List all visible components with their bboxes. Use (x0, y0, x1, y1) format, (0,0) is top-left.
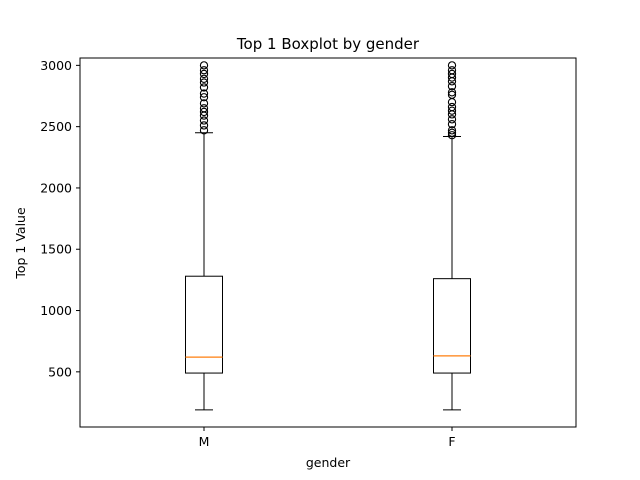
box-iqr (433, 278, 471, 374)
outlier-point (199, 61, 209, 70)
y-axis-label: Top 1 Value (13, 207, 28, 280)
outlier-point (199, 83, 209, 92)
axes: 500 1000 1500 2000 2500 3000 M F (40, 57, 577, 449)
box-group-f (433, 61, 471, 411)
outlier-point (199, 66, 209, 75)
outlier-point (447, 69, 457, 79)
y-tick-label: 2000 (40, 180, 72, 195)
outlier-point (447, 61, 457, 70)
outlier-point (199, 89, 209, 98)
x-axis-label: gender (306, 455, 351, 470)
plot-frame (79, 57, 577, 428)
outlier-point (199, 99, 209, 108)
outlier-point (199, 78, 209, 87)
outlier-point (199, 74, 209, 83)
box-iqr (185, 275, 223, 374)
outlier-point (447, 106, 457, 115)
outlier-point (447, 128, 457, 137)
outlier-point (447, 82, 457, 91)
y-tick-label: 3000 (40, 58, 72, 73)
y-tick-label: 500 (48, 364, 72, 379)
outlier-point (447, 115, 457, 124)
outlier-point (447, 131, 457, 140)
outlier-point (199, 69, 209, 79)
chart-title: Top 1 Boxplot by gender (236, 35, 420, 53)
outlier-point (447, 97, 457, 107)
outlier-point (199, 104, 209, 113)
outlier-point (447, 126, 457, 135)
outlier-point (199, 126, 209, 135)
outlier-point (447, 88, 457, 97)
outlier-point (447, 102, 457, 112)
plot-marks (185, 61, 471, 411)
y-tick-label: 1500 (40, 242, 72, 257)
box-group-m (185, 61, 223, 411)
outlier-point (447, 66, 457, 75)
outlier-point (199, 121, 209, 130)
outlier-point (199, 93, 209, 102)
outlier-point (199, 116, 209, 125)
x-tick-label: M (199, 434, 210, 449)
outlier-point (447, 90, 457, 99)
x-tick-label: F (448, 434, 455, 449)
outlier-point (199, 107, 209, 117)
y-tick-label: 2500 (40, 119, 72, 134)
y-tick-label: 1000 (40, 303, 72, 318)
outlier-point (447, 120, 457, 129)
